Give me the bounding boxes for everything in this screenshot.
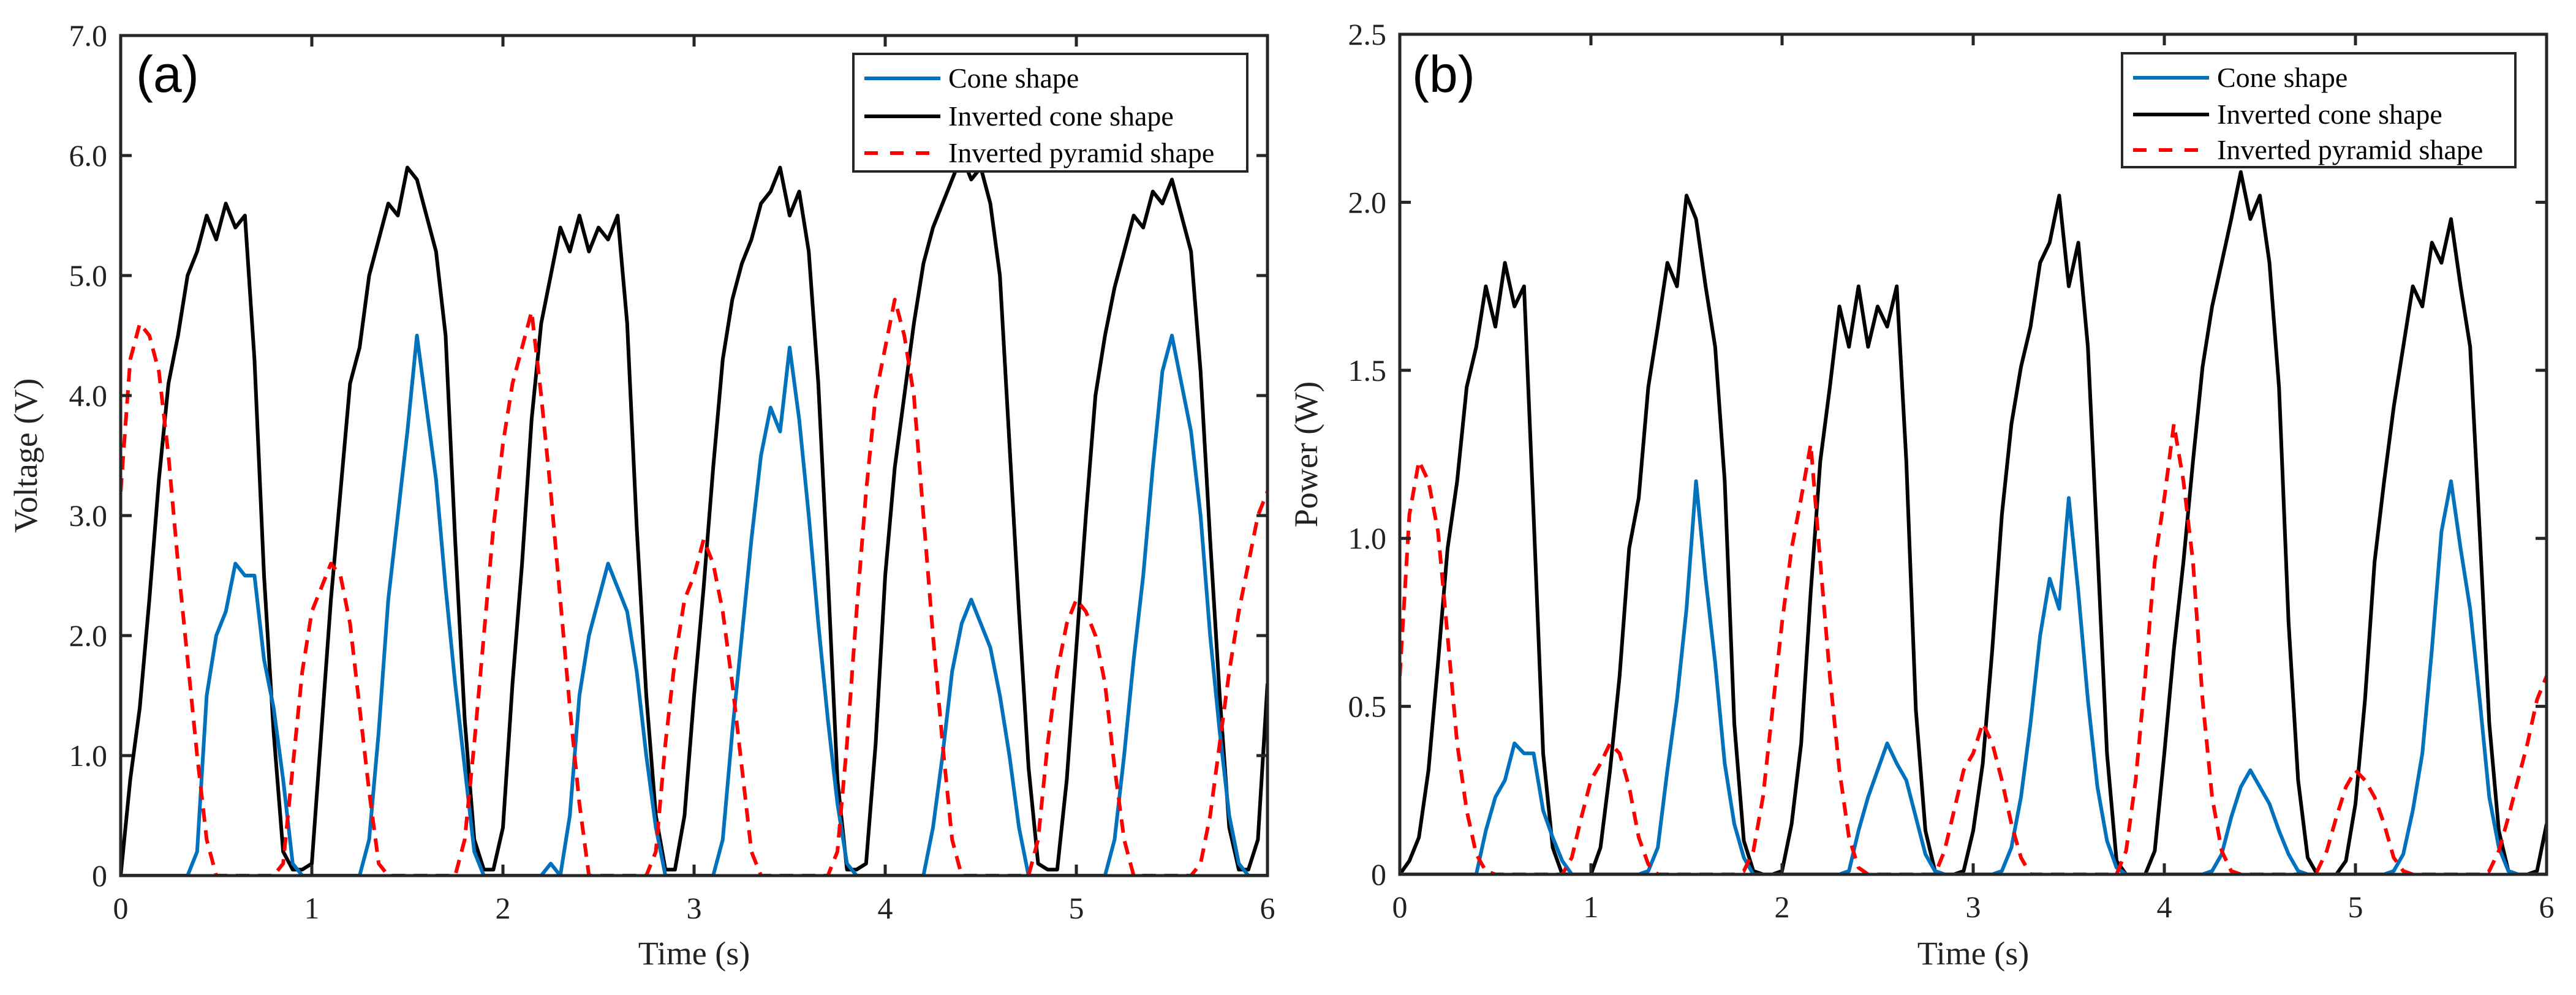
y-tick-label: 3.0 xyxy=(69,498,108,533)
panel-label-b: (b) xyxy=(1412,45,1475,103)
y-tick-label: 6.0 xyxy=(69,138,108,173)
x-axis-title-b: Time (s) xyxy=(1917,935,2030,972)
x-tick-label: 3 xyxy=(687,891,702,925)
legend-label: Inverted pyramid shape xyxy=(2217,134,2483,165)
panel-b-power-chart: 0 1 2 3 4 5 6 0 0.5 1.0 1.5 2.0 2.5 (b) Time (s) Pow… xyxy=(1288,17,2555,972)
series-line-inverted-cone-shape xyxy=(121,154,1267,876)
y-tick-label: 5.0 xyxy=(69,258,108,293)
y-tick-label: 0 xyxy=(1371,857,1386,892)
y-tick-label: 0.5 xyxy=(1348,689,1387,724)
y-axis-title-a: Voltage (V) xyxy=(7,378,44,533)
x-tick-label: 2 xyxy=(496,891,511,925)
legend-b: Cone shape Inverted cone shape Inverted py… xyxy=(2121,52,2517,168)
series-layer-b xyxy=(1400,170,2547,874)
y-tick-label: 7.0 xyxy=(69,18,108,53)
legend-label: Cone shape xyxy=(948,62,1079,94)
ticks-b: 0 1 2 3 4 5 6 0 0.5 1.0 1.5 2.0 2.5 xyxy=(1348,17,2555,924)
y-tick-label: 1.0 xyxy=(1348,521,1387,555)
x-tick-label: 0 xyxy=(113,891,129,925)
x-tick-label: 4 xyxy=(878,891,893,925)
panel-label-a: (a) xyxy=(136,45,199,103)
x-tick-label: 1 xyxy=(1584,890,1599,924)
legend-a: Cone shape Inverted cone shape Inverted py… xyxy=(852,53,1248,173)
y-tick-label: 4.0 xyxy=(69,378,108,413)
y-tick-label: 2.5 xyxy=(1348,17,1387,51)
legend-label: Cone shape xyxy=(2217,62,2347,93)
panel-a-voltage-chart: 0 1 2 3 4 5 6 0 1.0 2.0 3.0 4.0 5.0 6.0 7.0 (a) Time (… xyxy=(7,18,1275,972)
legend-label: Inverted cone shape xyxy=(948,100,1174,132)
x-tick-label: 3 xyxy=(1966,890,1981,924)
legend-label: Inverted cone shape xyxy=(2217,99,2442,130)
y-tick-label: 0 xyxy=(92,858,107,893)
legend-label: Inverted pyramid shape xyxy=(948,137,1214,168)
y-tick-label: 2.0 xyxy=(1348,185,1387,219)
y-tick-label: 1.0 xyxy=(69,738,108,773)
series-line-inverted-cone-shape xyxy=(1400,170,2547,874)
x-tick-label: 4 xyxy=(2157,890,2172,924)
y-tick-label: 1.5 xyxy=(1348,353,1387,388)
x-tick-label: 5 xyxy=(1069,891,1084,925)
x-tick-label: 2 xyxy=(1775,890,1790,924)
x-tick-label: 0 xyxy=(1392,890,1408,924)
x-tick-label: 6 xyxy=(2539,890,2555,924)
ticks-a: 0 1 2 3 4 5 6 0 1.0 2.0 3.0 4.0 5.0 6.0 7.0 xyxy=(69,18,1275,925)
x-axis-title-a: Time (s) xyxy=(638,935,750,972)
plot-area-a xyxy=(121,36,1267,876)
x-tick-label: 1 xyxy=(304,891,320,925)
plot-area-b xyxy=(1400,34,2547,874)
x-tick-label: 6 xyxy=(1260,891,1275,925)
x-tick-label: 5 xyxy=(2348,890,2363,924)
y-axis-title-b: Power (W) xyxy=(1288,381,1324,527)
series-line-inverted-pyramid-shape xyxy=(1400,422,2547,874)
series-layer-a xyxy=(121,154,1267,876)
y-tick-label: 2.0 xyxy=(69,618,108,653)
